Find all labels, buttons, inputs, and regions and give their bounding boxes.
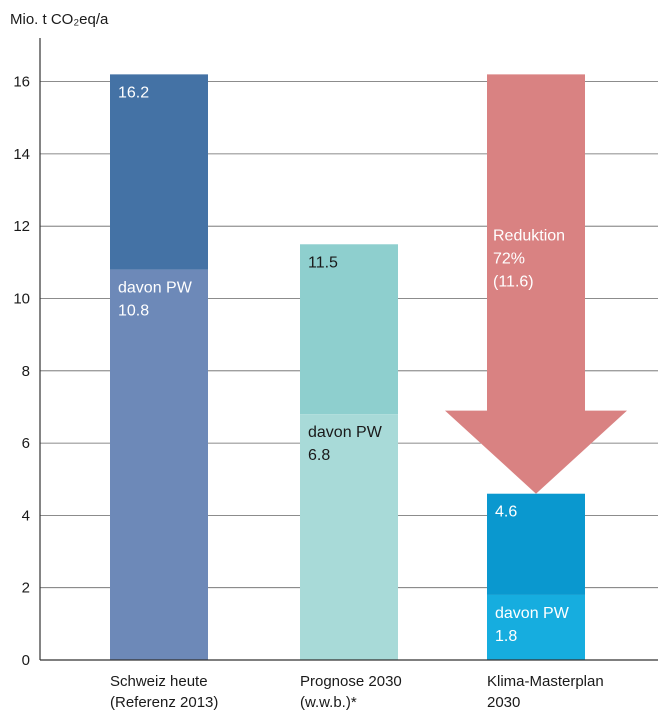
y-tick-label: 10 — [13, 291, 30, 308]
y-tick-label: 14 — [13, 146, 30, 163]
reduction-label: (11.6) — [493, 274, 534, 291]
bar-total-label: 4.6 — [495, 504, 517, 521]
bar-part-segment — [110, 269, 208, 660]
bar-part-label: 10.8 — [118, 303, 149, 320]
y-tick-label: 4 — [22, 507, 30, 524]
category-label: Schweiz heute — [110, 673, 208, 690]
bar-total-segment — [300, 244, 398, 415]
bar-part-label: davon PW — [308, 424, 383, 441]
bars: 16.2 davon PW 10.8 11.5 davon PW 6.8 4.6 davon … — [110, 74, 585, 660]
bar-part-label: davon PW — [495, 605, 570, 622]
bar-total-segment — [110, 74, 208, 270]
bar-group: 4.6 davon PW 1.8 — [487, 493, 585, 660]
bar-part-label: 6.8 — [308, 447, 330, 464]
y-axis-label: Mio. t CO₂eq/a — [10, 11, 109, 28]
bar-total-segment — [487, 493, 585, 595]
reduction-label: Reduktion — [493, 228, 565, 245]
bar-total-label: 16.2 — [118, 84, 149, 101]
reduction-arrow-group: Reduktion 72% (11.6) — [445, 74, 627, 494]
bar-part-label: davon PW — [118, 280, 193, 297]
category-label: (Referenz 2013) — [110, 694, 218, 711]
y-tick-label: 16 — [13, 74, 30, 91]
bar-total-label: 11.5 — [308, 254, 338, 271]
bar-part-segment — [300, 414, 398, 660]
reduction-arrow — [445, 74, 627, 494]
y-tick-label: 8 — [22, 363, 30, 380]
category-labels: Schweiz heute (Referenz 2013) Prognose 203… — [110, 673, 604, 711]
category-label: (w.w.b.)* — [300, 694, 357, 711]
y-tick-label: 2 — [22, 580, 30, 597]
y-tick-labels: 0 2 4 6 8 10 12 14 16 — [13, 74, 30, 669]
reduction-label: 72% — [493, 251, 525, 268]
y-tick-label: 6 — [22, 435, 30, 452]
bar-part-label: 1.8 — [495, 628, 517, 645]
bar-group: 11.5 davon PW 6.8 — [300, 244, 398, 660]
category-label: 2030 — [487, 694, 520, 711]
bar-group: 16.2 davon PW 10.8 — [110, 74, 208, 660]
category-label: Klima-Masterplan — [487, 673, 604, 690]
y-tick-label: 12 — [13, 218, 30, 235]
bar-part-segment — [487, 594, 585, 660]
y-tick-label: 0 — [22, 652, 30, 669]
category-label: Prognose 2030 — [300, 673, 402, 690]
